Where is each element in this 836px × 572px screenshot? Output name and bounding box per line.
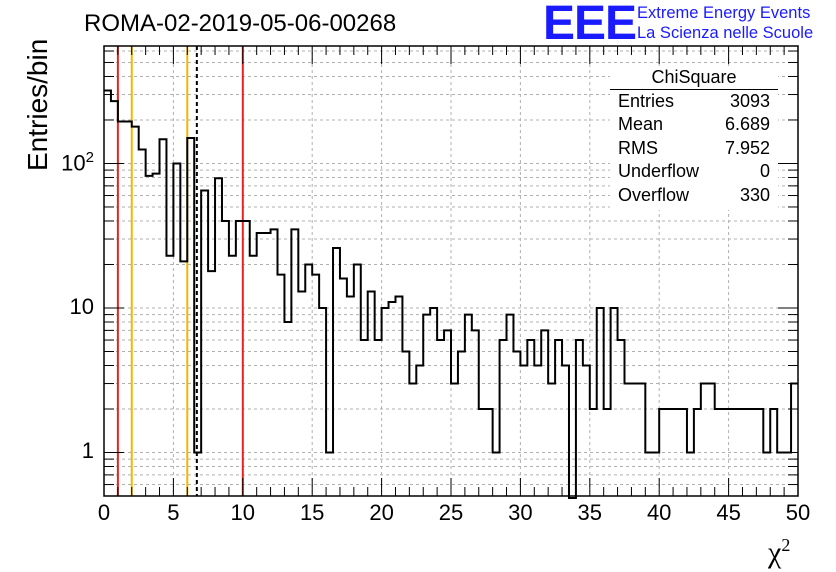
- histogram-bins: [104, 89, 798, 499]
- y-tick-label-text: 10: [69, 293, 94, 319]
- y-tick-label-text: 10: [61, 150, 86, 176]
- stats-title: ChiSquare: [610, 66, 778, 90]
- y-tick-label: 102: [30, 149, 94, 176]
- stats-label: Entries: [618, 91, 675, 111]
- x-tick-label: 50: [785, 500, 811, 525]
- y-tick-label-exponent: 2: [85, 149, 94, 167]
- stats-label: Mean: [618, 114, 664, 135]
- x-tick-label: 40: [646, 500, 672, 525]
- stats-value: 3093: [729, 91, 770, 111]
- x-axis-label: χ2: [768, 535, 790, 570]
- axis-ticks: [103, 46, 799, 496]
- stats-value: 330: [739, 184, 770, 205]
- x-tick-label: 15: [299, 500, 325, 525]
- stats-row-entries: Entries 3093: [610, 90, 778, 113]
- x-tick-label: 45: [716, 500, 741, 525]
- stats-row-mean: Mean 6.689: [610, 113, 778, 136]
- stats-box: ChiSquare Entries 3093 Mean 6.689 RMS 7.…: [610, 66, 778, 210]
- x-tick-label: 20: [369, 500, 394, 525]
- stats-row-overflow: Overflow 330: [610, 184, 778, 207]
- vertical-markers: [116, 46, 244, 496]
- stats-value: 6.689: [724, 114, 770, 135]
- eee-logo-mark: EEE: [543, 0, 637, 50]
- logo-line-2: La Scienza nelle Scuole: [637, 24, 814, 42]
- eee-logo: EEE Extreme Energy Events La Scienza nel…: [543, 0, 833, 50]
- x-axis-symbol: χ: [768, 536, 782, 569]
- logo-line-1: Extreme Energy Events: [637, 4, 811, 22]
- x-tick-label: 5: [167, 500, 180, 525]
- histogram-outline: [104, 89, 798, 499]
- stats-row-underflow: Underflow 0: [610, 160, 778, 183]
- x-tick-label: 35: [577, 500, 603, 525]
- x-tick-label: 25: [438, 500, 464, 525]
- stats-label: Underflow: [618, 161, 700, 182]
- y-tick-label: 10: [30, 294, 94, 320]
- y-tick-label: 1: [30, 438, 94, 464]
- stats-value: 7.952: [724, 137, 770, 158]
- stats-label: RMS: [618, 137, 658, 158]
- x-tick-label: 10: [230, 500, 256, 525]
- chart-title: ROMA-02-2019-05-06-00268: [84, 10, 397, 37]
- x-tick-label: 0: [97, 500, 111, 525]
- stats-label: Overflow: [618, 184, 690, 205]
- stats-row-rms: RMS 7.952: [610, 137, 778, 160]
- y-tick-label-text: 1: [81, 438, 94, 464]
- x-tick-label: 30: [508, 500, 533, 525]
- stats-value: 0: [759, 161, 770, 182]
- x-axis-exponent: 2: [781, 535, 791, 555]
